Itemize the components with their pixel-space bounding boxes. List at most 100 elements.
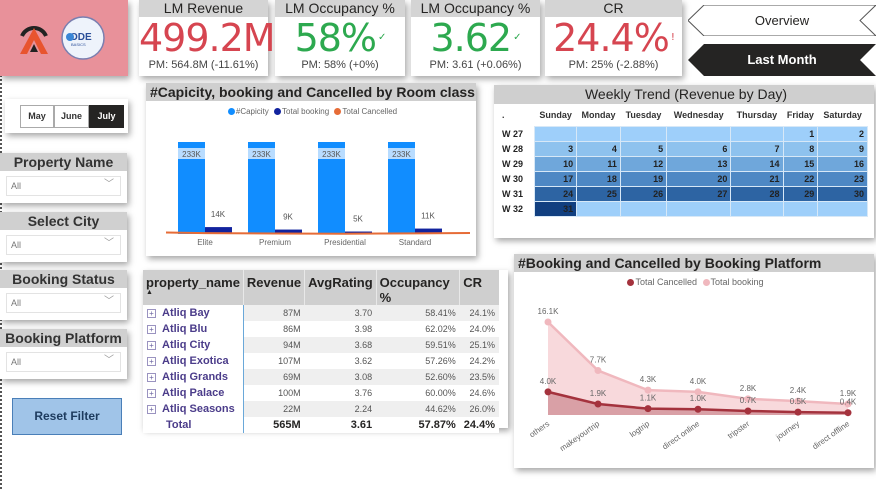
day-cell[interactable]: 5 bbox=[619, 140, 668, 157]
booking-data-label: 5K bbox=[353, 215, 363, 224]
cancelled-data-label: 1.1K bbox=[640, 394, 657, 403]
day-cell[interactable] bbox=[782, 200, 819, 217]
column-header[interactable]: Revenue bbox=[242, 270, 305, 305]
property-table: property_name ▲ Revenue AvgRating Occupancy … bbox=[143, 270, 508, 433]
day-cell[interactable]: 20 bbox=[666, 170, 732, 187]
last-month-button[interactable]: Last Month bbox=[688, 44, 876, 76]
kpi-value: 499.2M! bbox=[139, 17, 281, 59]
day-cell[interactable] bbox=[666, 125, 732, 142]
expand-icon[interactable]: + bbox=[147, 405, 156, 414]
day-cell[interactable]: 24 bbox=[534, 185, 578, 202]
day-cell[interactable] bbox=[817, 200, 868, 217]
booking-data-label: 4.0K bbox=[690, 377, 707, 386]
day-cell[interactable]: 31 bbox=[534, 200, 578, 217]
booking-bar[interactable] bbox=[205, 227, 232, 234]
day-cell[interactable]: 14 bbox=[730, 155, 784, 172]
total-row: Total 565M 3.61 57.87% 24.4% bbox=[143, 417, 499, 433]
cancelled-point[interactable] bbox=[744, 407, 752, 415]
day-cell[interactable]: 16 bbox=[817, 155, 868, 172]
day-header: Monday bbox=[581, 109, 616, 120]
booking-point[interactable] bbox=[844, 400, 852, 408]
slicer-label: Booking Platform bbox=[0, 329, 127, 347]
booking-point[interactable] bbox=[794, 397, 802, 405]
day-cell[interactable]: 7 bbox=[730, 140, 784, 157]
day-cell[interactable]: 13 bbox=[666, 155, 732, 172]
booking-bar[interactable] bbox=[415, 228, 442, 234]
day-cell[interactable] bbox=[576, 200, 621, 217]
reset-filter-button[interactable]: Reset Filter bbox=[12, 398, 122, 435]
booking-point[interactable] bbox=[594, 367, 602, 375]
day-cell[interactable]: 21 bbox=[730, 170, 784, 187]
cancelled-point[interactable] bbox=[694, 405, 702, 413]
x-tick-label: tripster bbox=[726, 419, 751, 441]
day-cell[interactable]: 26 bbox=[619, 185, 668, 202]
day-cell[interactable]: 27 bbox=[666, 185, 732, 202]
expand-icon[interactable]: + bbox=[147, 357, 156, 366]
day-cell[interactable]: 17 bbox=[534, 170, 578, 187]
month-may-button[interactable]: May bbox=[20, 105, 54, 128]
day-cell[interactable]: 19 bbox=[619, 170, 668, 187]
cancelled-point[interactable] bbox=[794, 408, 802, 416]
slicer-booking-status: Booking Status All ﹀ bbox=[0, 270, 127, 320]
month-june-button[interactable]: June bbox=[54, 105, 89, 128]
column-header[interactable]: property_name ▲ bbox=[143, 270, 244, 305]
day-cell[interactable] bbox=[666, 200, 732, 217]
slicer-label: Property Name bbox=[0, 153, 127, 171]
day-cell[interactable]: 25 bbox=[576, 185, 621, 202]
day-cell[interactable]: 8 bbox=[782, 140, 819, 157]
day-cell[interactable]: 10 bbox=[534, 155, 578, 172]
day-cell[interactable]: 1 bbox=[782, 125, 819, 142]
slicer-dropdown[interactable]: All ﹀ bbox=[6, 235, 121, 255]
week-label: W 30 bbox=[498, 171, 535, 186]
day-cell[interactable] bbox=[730, 125, 784, 142]
x-tick-label: others bbox=[528, 419, 551, 439]
day-cell[interactable]: 29 bbox=[782, 185, 819, 202]
day-cell[interactable]: 18 bbox=[576, 170, 621, 187]
day-cell[interactable]: 3 bbox=[534, 140, 578, 157]
expand-icon[interactable]: + bbox=[147, 341, 156, 350]
day-cell[interactable] bbox=[619, 125, 668, 142]
day-cell[interactable] bbox=[619, 200, 668, 217]
booking-point[interactable] bbox=[544, 318, 552, 326]
slicer-dropdown[interactable]: All ﹀ bbox=[6, 176, 121, 196]
column-header[interactable]: CR bbox=[459, 270, 499, 305]
slicer-dropdown[interactable]: All ﹀ bbox=[6, 352, 121, 372]
weekly-title: Weekly Trend (Revenue by Day) bbox=[494, 85, 874, 104]
overview-button[interactable]: Overview bbox=[688, 5, 876, 36]
day-cell[interactable]: 30 bbox=[817, 185, 868, 202]
cancelled-point[interactable] bbox=[844, 409, 852, 417]
booking-platform-chart: #Booking and Cancelled by Booking Platfo… bbox=[514, 254, 874, 468]
day-cell[interactable] bbox=[576, 125, 621, 142]
day-cell[interactable] bbox=[730, 200, 784, 217]
day-cell[interactable]: 9 bbox=[817, 140, 868, 157]
day-cell[interactable]: 15 bbox=[782, 155, 819, 172]
svg-text:BASICS: BASICS bbox=[71, 42, 86, 47]
month-july-button[interactable]: July bbox=[89, 105, 124, 128]
week-row: W 28 3 4 5 6 7 8 9 bbox=[498, 140, 868, 157]
day-cell[interactable]: 2 bbox=[817, 125, 868, 142]
expand-icon[interactable]: + bbox=[147, 309, 156, 318]
cancelled-point[interactable] bbox=[544, 388, 552, 396]
booking-point[interactable] bbox=[644, 386, 652, 394]
column-header[interactable]: AvgRating bbox=[304, 270, 377, 305]
booking-bar[interactable] bbox=[275, 229, 302, 234]
day-cell[interactable]: 6 bbox=[666, 140, 732, 157]
expand-icon[interactable]: + bbox=[147, 373, 156, 382]
day-cell[interactable]: 11 bbox=[576, 155, 621, 172]
day-cell[interactable] bbox=[534, 125, 578, 142]
day-cell[interactable]: 4 bbox=[576, 140, 621, 157]
column-header[interactable]: Occupancy % bbox=[375, 270, 460, 305]
day-cell[interactable]: 12 bbox=[619, 155, 668, 172]
expand-icon[interactable]: + bbox=[147, 389, 156, 398]
slicer-dropdown[interactable]: All ﹀ bbox=[6, 293, 121, 313]
booking-point[interactable] bbox=[744, 395, 752, 403]
day-cell[interactable]: 28 bbox=[730, 185, 784, 202]
sort-asc-icon: ▲ bbox=[146, 289, 153, 296]
cancelled-point[interactable] bbox=[594, 400, 602, 408]
booking-point[interactable] bbox=[694, 388, 702, 396]
day-cell[interactable]: 22 bbox=[782, 170, 819, 187]
day-cell[interactable]: 23 bbox=[817, 170, 868, 187]
slicer-select-city: Select City All ﹀ bbox=[0, 212, 127, 262]
expand-icon[interactable]: + bbox=[147, 325, 156, 334]
cancelled-point[interactable] bbox=[644, 405, 652, 413]
